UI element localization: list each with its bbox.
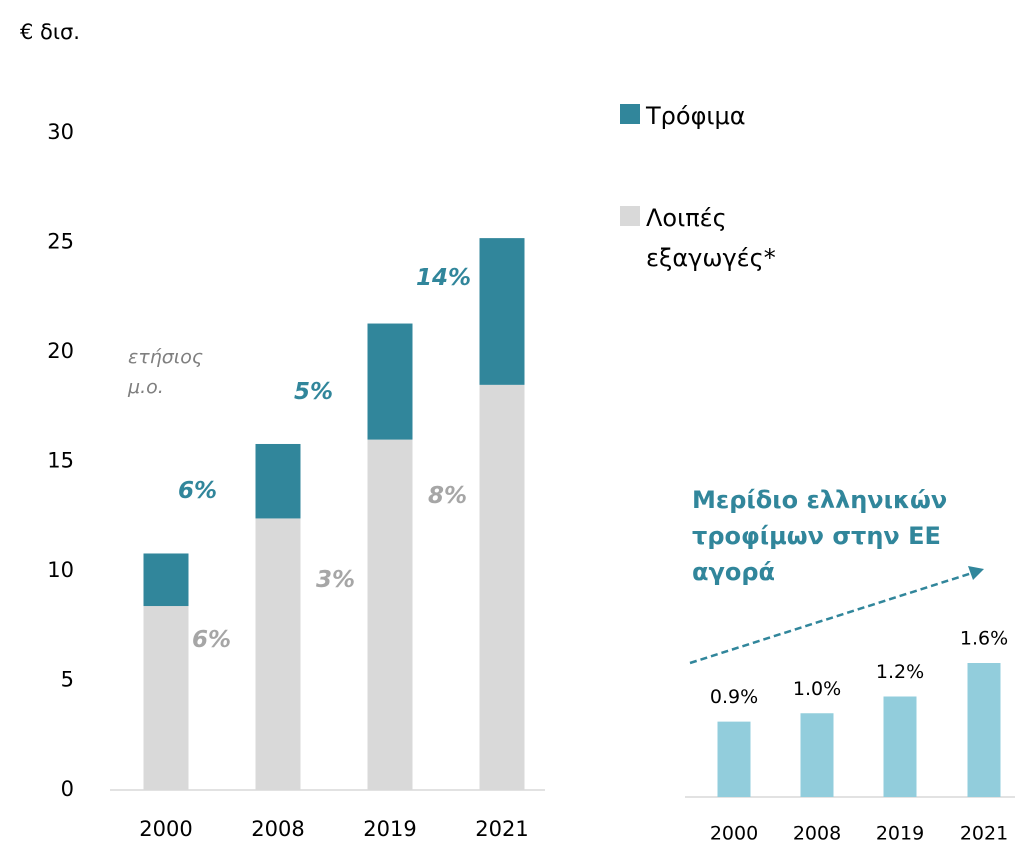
- x-tick-label: 2000: [710, 823, 758, 842]
- x-tick-label: 2019: [876, 823, 924, 842]
- value-label: 0.9%: [710, 686, 758, 708]
- bar-segment: [143, 606, 189, 790]
- bar: [967, 663, 1001, 797]
- y-axis-label: € δισ.: [20, 20, 80, 44]
- y-tick-label: 20: [47, 339, 74, 363]
- x-tick-label: 2008: [793, 823, 841, 842]
- value-label: 1.2%: [876, 661, 924, 683]
- chart-title: Μερίδιο ελληνικών τροφίμων στην ΕΕ αγορά: [692, 486, 948, 586]
- annotation: 6%: [178, 478, 218, 504]
- bar-segment: [255, 518, 301, 790]
- y-tick-label: 5: [61, 668, 74, 692]
- y-tick-label: 0: [61, 777, 74, 801]
- annotation: 3%: [316, 567, 356, 593]
- legend-swatch: [620, 104, 640, 124]
- annotation: 14%: [416, 265, 472, 291]
- bar-segment: [479, 384, 525, 790]
- trend-arrow: [689, 571, 973, 665]
- bar-segment: [255, 443, 301, 519]
- y-tick-label: 30: [47, 120, 74, 144]
- bar: [717, 721, 751, 797]
- x-tick-label: 2008: [251, 817, 304, 841]
- y-tick-label: 25: [47, 230, 74, 254]
- annotation: 6%: [192, 627, 232, 653]
- bar: [883, 696, 917, 797]
- legend-swatch: [620, 206, 640, 226]
- y-tick-label: 10: [47, 558, 74, 582]
- x-tick-label: 2021: [475, 817, 528, 841]
- legend-label: Τρόφιμα: [646, 102, 746, 130]
- annotation: ετήσιος μ.ο.: [128, 346, 203, 398]
- legend-label: Λοιπές εξαγωγές*: [646, 204, 776, 272]
- annotation: 8%: [428, 483, 468, 509]
- value-label: 1.6%: [960, 628, 1008, 650]
- annotation: 5%: [294, 379, 334, 405]
- x-tick-label: 2021: [960, 823, 1008, 842]
- arrow-head: [968, 566, 984, 580]
- bar-segment: [479, 238, 525, 385]
- bar-segment: [367, 439, 413, 790]
- x-tick-label: 2019: [363, 817, 416, 841]
- x-tick-label: 2000: [139, 817, 192, 841]
- bar: [800, 713, 834, 797]
- bar-segment: [367, 323, 413, 440]
- bar-segment: [143, 553, 189, 607]
- value-label: 1.0%: [793, 678, 841, 700]
- y-tick-label: 15: [47, 449, 74, 473]
